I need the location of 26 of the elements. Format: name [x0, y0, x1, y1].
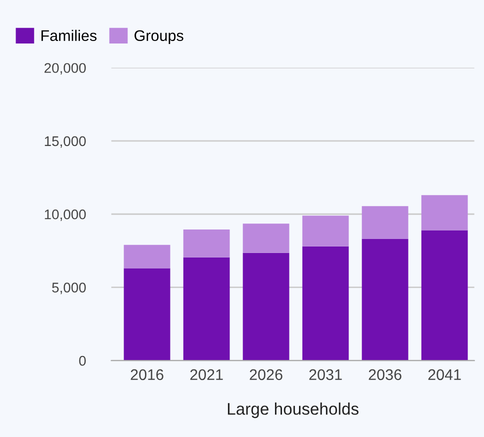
- bar: [242, 252, 290, 361]
- x-tick-label: 2041: [428, 369, 461, 380]
- bar: [242, 224, 290, 253]
- bar: [421, 230, 468, 361]
- bar: [183, 230, 230, 258]
- y-tick-label: 0: [79, 356, 86, 366]
- x-tick-label: 2021: [190, 369, 223, 380]
- bar: [362, 239, 408, 361]
- bar: [302, 246, 349, 361]
- y-tick-label: 10,000: [44, 209, 86, 221]
- bar: [362, 206, 408, 240]
- x-tick-label: 2026: [250, 369, 282, 380]
- y-tick-label: 20,000: [44, 63, 86, 75]
- y-tick-label: 15,000: [44, 136, 86, 148]
- bar: [183, 257, 230, 361]
- bar: [124, 268, 170, 361]
- bar: [421, 195, 468, 230]
- bar: [124, 244, 170, 268]
- legend-label: Families: [41, 30, 97, 42]
- x-axis-title: Large households: [228, 402, 358, 418]
- x-tick-label: 2016: [130, 369, 164, 380]
- x-tick-label: 2031: [309, 369, 342, 380]
- x-tick-label: 2036: [368, 369, 402, 380]
- legend-label: Groups: [134, 30, 184, 44]
- y-tick-label: 5,000: [52, 282, 86, 294]
- bar: [302, 216, 349, 246]
